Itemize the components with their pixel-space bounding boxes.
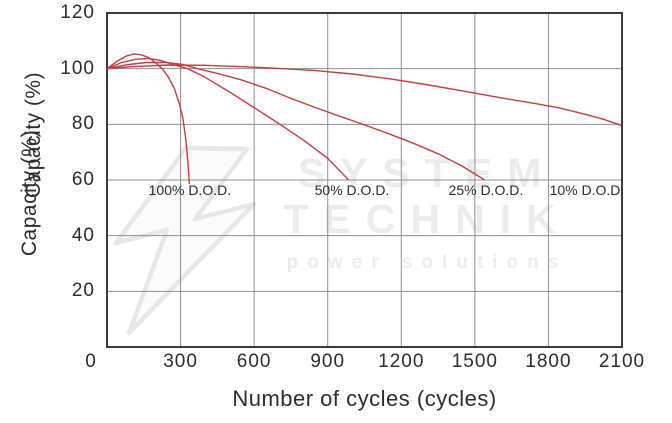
- watermark-bolt-icon: [113, 145, 257, 336]
- curve-100-dod: [106, 53, 191, 185]
- x-tick-1800: 1800: [525, 351, 572, 372]
- curve-label-25-dod: 25% D.O.D.: [448, 181, 524, 198]
- plot-border: [106, 12, 623, 348]
- curve-label-10-dod: 10% D.O.D.: [549, 181, 625, 198]
- curve-label-50-dod: 50% D.O.D.: [314, 181, 390, 198]
- x-tick-1200: 1200: [378, 351, 425, 372]
- gridlines: [107, 13, 622, 347]
- curve-10-dod: [106, 64, 623, 127]
- y-tick-20: 20: [71, 280, 95, 302]
- y-tick-120: 120: [60, 2, 95, 23]
- curve-50-dod: [106, 57, 350, 181]
- y-tick-80: 80: [71, 113, 95, 135]
- x-axis-title: Number of cycles (cycles): [232, 386, 497, 411]
- y-tick-60: 60: [71, 169, 95, 190]
- x-tick-900: 900: [310, 351, 346, 372]
- curve-25-dod: [106, 61, 486, 181]
- x-tick-300: 300: [163, 351, 198, 372]
- y-tick-40: 40: [71, 224, 95, 246]
- y-tick-100: 100: [60, 57, 95, 79]
- curve-label-100-dod: 100% D.O.D.: [148, 181, 232, 198]
- x-tick-2100: 2100: [598, 351, 646, 372]
- capacity-curves: [106, 53, 623, 185]
- x-tick-0: 0: [85, 351, 97, 372]
- x-tick-1500: 1500: [451, 351, 498, 372]
- x-tick-600: 600: [236, 351, 272, 372]
